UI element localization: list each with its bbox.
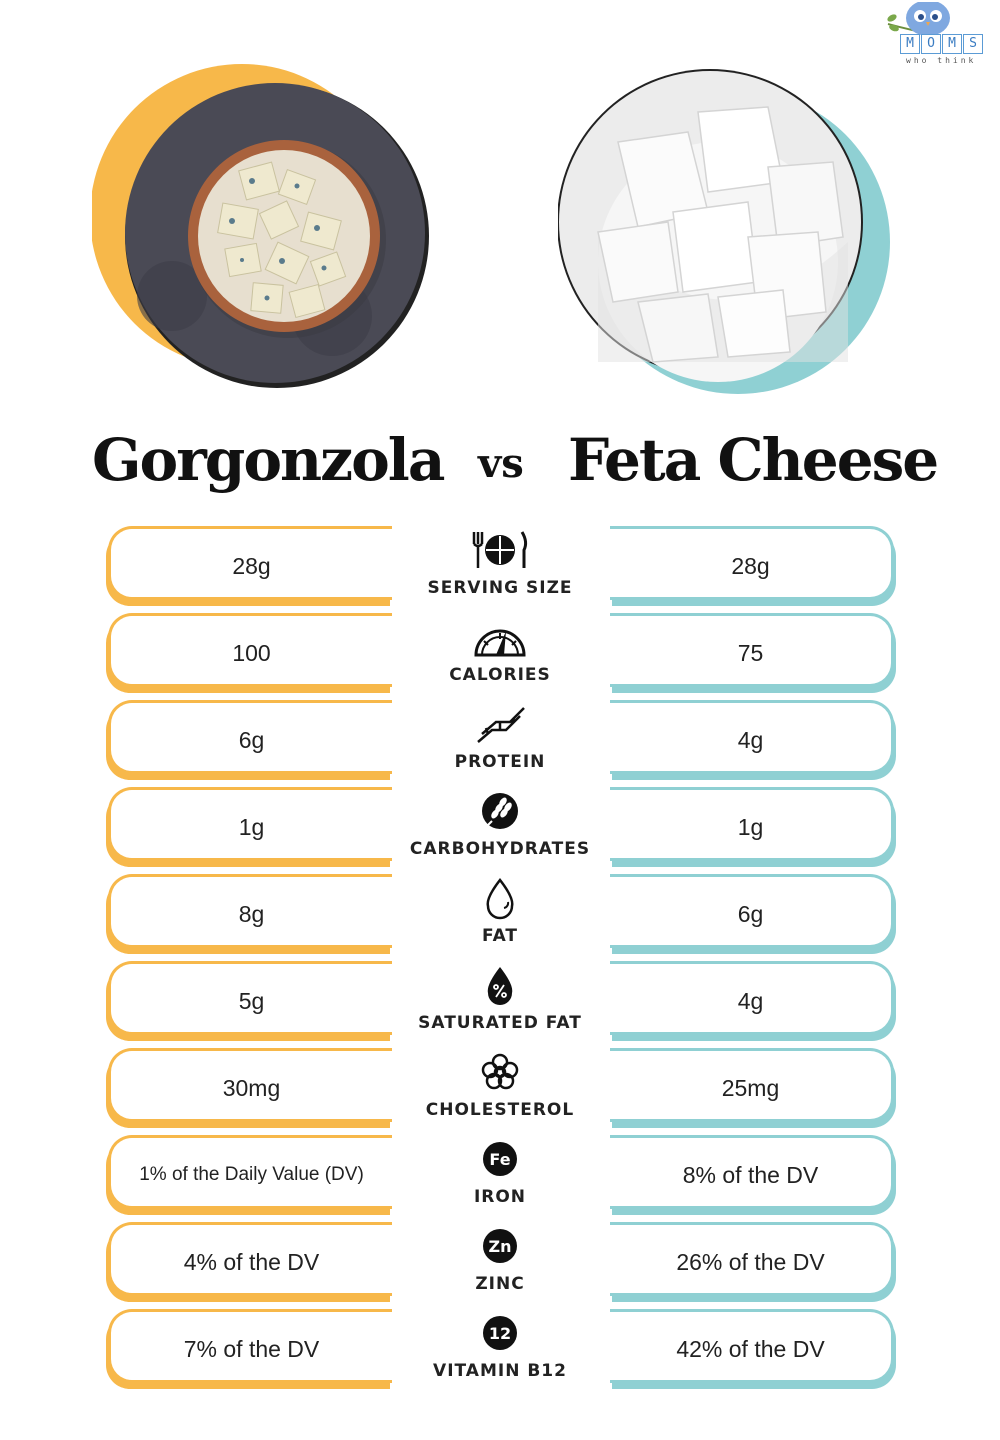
wheat-icon — [470, 789, 530, 833]
row-label: VITAMIN B12 — [433, 1361, 567, 1381]
vitamin-b12-icon: 12 — [470, 1311, 530, 1355]
right-value: 28g — [731, 552, 770, 579]
row-protein: 6g PROTEIN 4g — [0, 700, 1000, 780]
row-center: CALORIES — [400, 613, 600, 693]
left-value-pill: 6g — [108, 700, 392, 774]
right-value-pill: 42% of the DV — [610, 1309, 894, 1383]
row-fat: 8g FAT 6g — [0, 874, 1000, 954]
right-value: 6g — [737, 900, 764, 927]
left-value-pill: 7% of the DV — [108, 1309, 392, 1383]
versus-label: vs — [478, 440, 524, 487]
right-value-pill: 8% of the DV — [610, 1135, 894, 1209]
logo-letter: M — [900, 34, 920, 54]
right-value: 25mg — [721, 1074, 780, 1101]
moms-who-think-logo: M O M S who think — [880, 2, 990, 72]
iron-icon-text: Fe — [489, 1150, 510, 1169]
left-value: 6g — [238, 726, 265, 753]
left-value-pill: 4% of the DV — [108, 1222, 392, 1296]
row-center: PROTEIN — [400, 700, 600, 780]
gauge-icon — [470, 615, 530, 659]
row-label: SERVING SIZE — [427, 578, 573, 598]
right-value: 26% of the DV — [676, 1248, 825, 1275]
row-label: ZINC — [475, 1274, 525, 1294]
row-cholesterol: 30mg CHOLESTEROL 25mg — [0, 1048, 1000, 1128]
logo-letter: M — [942, 34, 962, 54]
right-value-pill: 1g — [610, 787, 894, 861]
row-label: CHOLESTEROL — [425, 1100, 575, 1120]
row-saturated-fat: 5g SATURATED FAT 4g — [0, 961, 1000, 1041]
row-center: CARBOHYDRATES — [400, 787, 600, 867]
left-value: 28g — [232, 552, 271, 579]
right-value: 4g — [737, 987, 764, 1014]
cholesterol-icon — [470, 1050, 530, 1094]
row-vitamin-b12: 7% of the DV 12 VITAMIN B12 42% of the D… — [0, 1309, 1000, 1389]
row-label: CARBOHYDRATES — [409, 839, 591, 859]
left-value-pill: 1% of the Daily Value (DV) — [108, 1135, 392, 1209]
right-cheese-title: Feta Cheese — [568, 426, 939, 494]
logo-letter: S — [963, 34, 983, 54]
iron-icon: Fe — [470, 1137, 530, 1181]
left-value: 30mg — [222, 1074, 281, 1101]
plate-fork-knife-icon — [470, 528, 530, 572]
left-value: 4% of the DV — [183, 1248, 320, 1275]
row-calories: 100 CALORIES 75 — [0, 613, 1000, 693]
drop-icon — [470, 876, 530, 920]
right-value-pill: 25mg — [610, 1048, 894, 1122]
zinc-icon-text: Zn — [489, 1237, 512, 1256]
right-value-pill: 75 — [610, 613, 894, 687]
logo-tagline: who think — [906, 56, 977, 65]
right-value-pill: 4g — [610, 700, 894, 774]
row-center: Zn ZINC — [400, 1222, 600, 1302]
zinc-icon: Zn — [470, 1224, 530, 1268]
comparison-title: Gorgonzola vs Feta Cheese — [0, 418, 1000, 508]
row-zinc: 4% of the DV Zn ZINC 26% of the DV — [0, 1222, 1000, 1302]
left-value: 1g — [238, 813, 265, 840]
left-value: 1% of the Daily Value (DV) — [139, 1164, 364, 1185]
row-center: Fe IRON — [400, 1135, 600, 1215]
right-value-pill: 26% of the DV — [610, 1222, 894, 1296]
row-center: FAT — [400, 874, 600, 954]
row-label: IRON — [473, 1187, 527, 1207]
left-value: 5g — [238, 987, 265, 1014]
row-serving-size: 28g SERVING SIZE 28g — [0, 526, 1000, 606]
row-center: SERVING SIZE — [400, 526, 600, 606]
right-value-pill: 28g — [610, 526, 894, 600]
right-value: 8% of the DV — [682, 1161, 819, 1188]
row-label: PROTEIN — [454, 752, 546, 772]
logo-letter: O — [921, 34, 941, 54]
left-value: 8g — [238, 900, 265, 927]
right-value-pill: 4g — [610, 961, 894, 1035]
left-value-pill: 5g — [108, 961, 392, 1035]
row-center: 12 VITAMIN B12 — [400, 1309, 600, 1389]
vitamin-b12-icon-text: 12 — [489, 1324, 511, 1343]
protein-helix-icon — [470, 702, 530, 746]
gorgonzola-photo — [92, 56, 432, 396]
drop-percent-icon — [470, 963, 530, 1007]
right-value-pill: 6g — [610, 874, 894, 948]
row-label: SATURATED FAT — [418, 1013, 582, 1033]
row-carbohydrates: 1g CARBOHYDRATES 1g — [0, 787, 1000, 867]
row-label: FAT — [481, 926, 519, 946]
right-value: 75 — [737, 639, 764, 666]
left-cheese-title: Gorgonzola — [92, 426, 445, 494]
row-iron: 1% of the Daily Value (DV) Fe IRON 8% of… — [0, 1135, 1000, 1215]
right-value: 4g — [737, 726, 764, 753]
left-value-pill: 30mg — [108, 1048, 392, 1122]
row-label: CALORIES — [449, 665, 551, 685]
left-value: 7% of the DV — [183, 1335, 320, 1362]
left-value-pill: 28g — [108, 526, 392, 600]
row-center: CHOLESTEROL — [400, 1048, 600, 1128]
owl-logo-icon — [887, 2, 950, 37]
left-value-pill: 8g — [108, 874, 392, 948]
left-value-pill: 100 — [108, 613, 392, 687]
feta-cheese-photo — [558, 62, 898, 402]
logo-letter-blocks: M O M S — [900, 34, 984, 54]
right-value: 42% of the DV — [676, 1335, 825, 1362]
row-center: SATURATED FAT — [400, 961, 600, 1041]
left-value-pill: 1g — [108, 787, 392, 861]
left-value: 100 — [232, 639, 271, 666]
right-value: 1g — [737, 813, 764, 840]
